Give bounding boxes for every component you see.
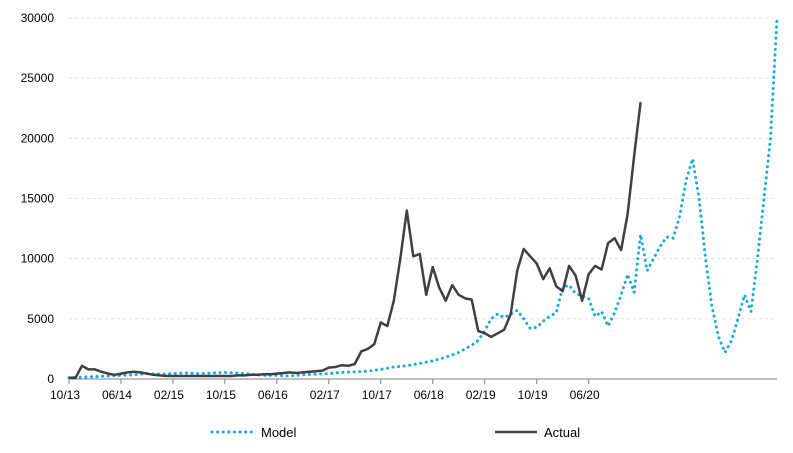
y-tick-label: 30000: [21, 11, 55, 25]
x-tick-label: 10/13: [50, 388, 80, 402]
y-tick-label: 15000: [21, 192, 55, 206]
legend-label-model: Model: [261, 425, 297, 440]
x-tick-label: 10/17: [362, 388, 392, 402]
axes: [68, 378, 777, 384]
x-tick-label: 02/15: [154, 388, 184, 402]
x-tick-label: 06/20: [570, 388, 600, 402]
x-axis-tick-labels: 10/13 06/14 02/15 10/15 06/16 02/17 10/17 06/18…: [50, 388, 600, 402]
x-tick-label: 02/17: [310, 388, 340, 402]
x-tick-label: 06/14: [102, 388, 132, 402]
series-lines: [67, 16, 779, 380]
y-tick-label: 25000: [21, 71, 55, 85]
y-tick-label: 5000: [27, 312, 54, 326]
x-tick-label: 06/18: [414, 388, 444, 402]
series-line-model: [67, 16, 779, 380]
series-line-actual: [69, 102, 642, 380]
legend: Model Actual: [210, 425, 580, 440]
gridlines: [69, 17, 777, 320]
y-tick-label: 20000: [21, 131, 55, 145]
y-tick-label: 10000: [21, 252, 55, 266]
x-tick-label: 10/15: [206, 388, 236, 402]
y-tick-label: 0: [47, 372, 54, 386]
x-tick-label: 02/19: [466, 388, 496, 402]
y-axis-tick-labels: 0 5000 10000 15000 20000 25000 30000: [21, 11, 55, 386]
x-tick-label: 06/16: [258, 388, 288, 402]
legend-label-actual: Actual: [544, 425, 580, 440]
x-tick-label: 10/19: [518, 388, 548, 402]
